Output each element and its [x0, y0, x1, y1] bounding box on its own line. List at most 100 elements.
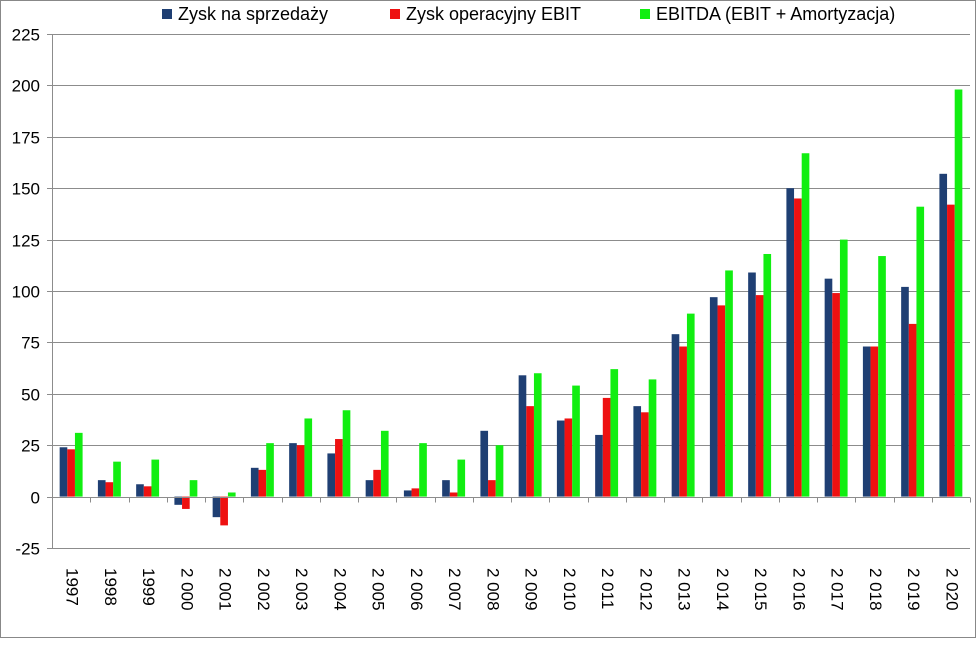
y-tick-label: 175 — [12, 129, 40, 148]
bar — [327, 453, 336, 497]
legend-swatch — [390, 9, 400, 19]
x-tick-label: 2 000 — [177, 568, 196, 611]
x-tick-label: 2 006 — [407, 568, 426, 611]
bar — [373, 469, 381, 497]
bar — [526, 406, 534, 497]
y-tick-label: 225 — [12, 26, 40, 45]
bar — [686, 313, 695, 497]
bar — [304, 418, 313, 497]
bar — [878, 256, 886, 497]
bar — [266, 443, 274, 497]
y-tick-label: 200 — [12, 77, 40, 96]
x-tick-label: 2 003 — [292, 568, 311, 611]
x-tick-label: 2 005 — [369, 568, 388, 611]
legend-label: Zysk operacyjny EBIT — [406, 4, 581, 24]
x-axis: 1997 1998 1999 2 000 2 001 2 002 2 003 2 004 2 0… — [52, 497, 971, 611]
bar — [258, 469, 267, 497]
bar — [296, 445, 305, 497]
legend-swatch — [162, 9, 172, 19]
x-tick-label: 2 011 — [598, 568, 617, 609]
bar — [250, 467, 259, 497]
bar — [870, 346, 879, 497]
x-tick-label: 2 002 — [254, 568, 273, 611]
bar — [74, 432, 83, 497]
bar — [801, 153, 810, 497]
legend: Zysk na sprzedaży Zysk operacyjny EBIT EBI… — [162, 4, 895, 24]
bar — [419, 443, 427, 497]
bar — [449, 492, 458, 497]
bar — [908, 323, 917, 497]
bar — [97, 480, 106, 497]
x-tick-label: 2 007 — [445, 568, 464, 611]
bar — [518, 375, 527, 497]
bar — [113, 461, 121, 497]
bar — [403, 490, 412, 497]
bar — [755, 295, 764, 497]
bar — [151, 459, 160, 497]
bar — [488, 480, 496, 497]
x-tick-label: 1999 — [139, 568, 158, 606]
bar — [59, 447, 68, 497]
bar — [901, 286, 909, 497]
y-tick-label: 150 — [12, 180, 40, 199]
x-tick-label: 2 018 — [866, 568, 885, 611]
x-tick-label: 2 013 — [675, 568, 694, 611]
bar — [365, 480, 374, 497]
bar — [442, 480, 450, 497]
bar — [602, 397, 611, 497]
y-tick-label: 75 — [21, 334, 40, 353]
bar — [641, 412, 649, 497]
x-tick-label: 2 004 — [330, 568, 349, 611]
bar — [495, 445, 504, 497]
bar — [725, 270, 733, 497]
bar — [763, 253, 772, 497]
legend-label: Zysk na sprzedaży — [178, 4, 328, 24]
bar — [342, 410, 351, 497]
bar — [709, 297, 718, 497]
y-tick-label: 125 — [12, 232, 40, 251]
bar — [380, 430, 389, 497]
x-tick-label: 1997 — [63, 568, 82, 606]
bar — [671, 334, 680, 497]
bar — [212, 496, 221, 518]
bar — [556, 420, 565, 497]
bar — [648, 379, 657, 497]
bar — [939, 173, 948, 497]
x-tick-label: 2 001 — [216, 568, 235, 611]
bar — [335, 439, 343, 497]
x-tick-label: 2 012 — [636, 568, 655, 611]
bars — [59, 89, 963, 526]
bar — [411, 488, 420, 497]
bar — [67, 449, 75, 497]
bar — [189, 480, 198, 497]
bar — [786, 188, 795, 497]
x-tick-label: 2 008 — [483, 568, 502, 611]
bar — [862, 346, 871, 497]
bar — [220, 496, 228, 526]
bar — [136, 484, 144, 497]
bar — [182, 496, 190, 509]
bar — [227, 492, 236, 497]
bar — [916, 206, 925, 497]
bar — [289, 443, 297, 497]
bar — [174, 496, 183, 505]
bar — [595, 434, 603, 497]
y-tick-label: 100 — [12, 283, 40, 302]
y-axis: -25 0 25 50 75 100 125 150 175 200 225 — [12, 26, 53, 559]
bar — [794, 198, 802, 497]
bar — [839, 239, 848, 497]
x-tick-label: 2 016 — [789, 568, 808, 611]
bar — [480, 430, 489, 497]
y-tick-label: -25 — [15, 540, 40, 559]
bar — [947, 204, 955, 497]
x-tick-label: 2 017 — [828, 568, 847, 611]
legend-label: EBITDA (EBIT + Amortyzacja) — [656, 4, 895, 24]
bar — [143, 486, 152, 497]
bar — [824, 278, 833, 497]
y-tick-label: 0 — [31, 489, 40, 508]
bar — [717, 305, 726, 497]
bar — [954, 89, 963, 497]
